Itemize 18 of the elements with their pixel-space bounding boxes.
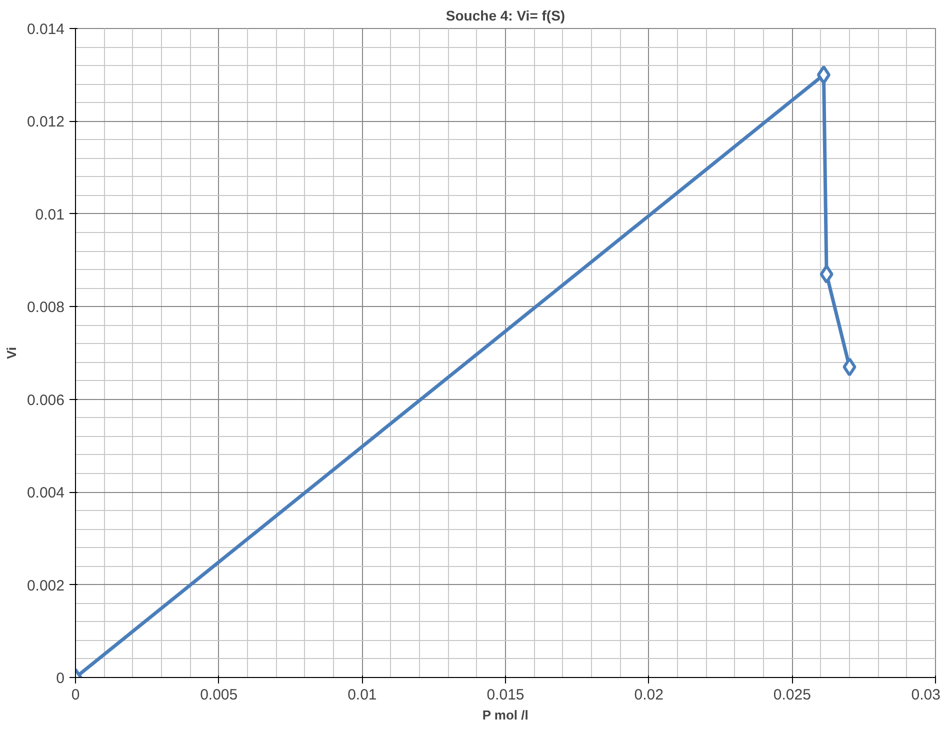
y-tick-label: 0 [56, 670, 64, 687]
y-tick-label: 0.01 [35, 206, 65, 224]
y-axis-title: Vi [4, 346, 19, 360]
x-tick-label: 0.03 [911, 686, 941, 704]
x-tick-label: 0.01 [348, 686, 377, 704]
x-axis-title: P mol /l [482, 708, 528, 722]
y-tick-label: 0.008 [26, 299, 65, 316]
y-tick-label: 0.014 [26, 21, 65, 38]
x-tick-label: 0 [71, 686, 80, 704]
x-tick-label: 0.02 [634, 686, 664, 704]
x-tick-label: 0.005 [200, 686, 238, 704]
y-tick-label: 0.006 [26, 392, 65, 409]
y-tick-label: 0.004 [26, 484, 65, 502]
chart-title: Souche 4: Vi= f(S) [446, 8, 566, 24]
y-tick-label: 0.002 [26, 577, 65, 594]
x-tick-label: 0.015 [486, 686, 524, 704]
y-tick-label: 0.012 [26, 114, 65, 131]
x-tick-label: 0.025 [773, 686, 811, 704]
